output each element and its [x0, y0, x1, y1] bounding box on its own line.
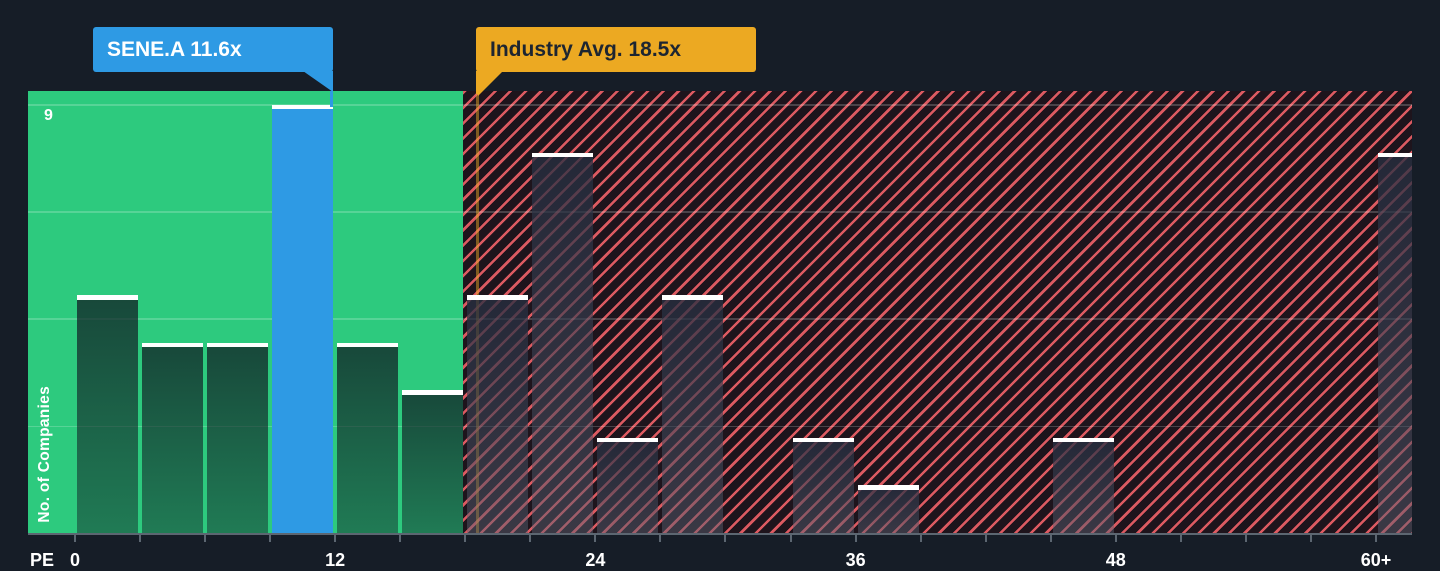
gridline-6.75 — [28, 211, 1412, 213]
bar-top-cap — [1052, 437, 1114, 443]
x-tick-51 — [1179, 535, 1182, 542]
x-tick-3 — [139, 535, 142, 542]
gridline-9 — [28, 104, 1412, 106]
bar-pe-45-48[interactable] — [1052, 437, 1114, 533]
x-tick-6 — [204, 535, 207, 542]
bar-pe-9-12[interactable] — [272, 104, 334, 533]
bar-pe-3-6[interactable] — [142, 342, 204, 533]
bar-top-cap — [402, 390, 464, 395]
overvalued-hatched-zone — [463, 91, 1412, 533]
bar-top-cap — [337, 342, 399, 348]
company-callout-tail — [303, 71, 333, 92]
x-axis-label-24: 24 — [585, 550, 606, 570]
bar-top-cap — [272, 104, 334, 110]
bar-top-cap — [77, 295, 139, 300]
bar-pe-21-24[interactable] — [532, 152, 594, 533]
x-axis-line — [28, 533, 1412, 535]
x-tick-42 — [984, 535, 987, 542]
x-tick-24 — [594, 535, 597, 542]
x-tick-60 — [1374, 535, 1377, 542]
x-tick-15 — [399, 535, 402, 542]
industry-line-top-segment — [476, 71, 479, 94]
x-tick-54 — [1244, 535, 1247, 542]
bar-top-cap — [1377, 152, 1412, 158]
industry-average-callout[interactable]: Industry Avg. 18.5x — [476, 27, 756, 72]
company-callout-connector — [330, 91, 333, 107]
bar-pe-60-plus[interactable] — [1377, 152, 1412, 533]
bar-pe-0-3[interactable] — [77, 295, 139, 533]
bar-pe-27-30[interactable] — [662, 295, 724, 533]
y-axis-title: No. of Companies — [36, 386, 53, 523]
x-axis-title: PE — [30, 550, 55, 570]
x-axis-label-60+: 60+ — [1360, 550, 1392, 570]
x-tick-18 — [464, 535, 467, 542]
x-tick-33 — [789, 535, 792, 542]
x-tick-48 — [1114, 535, 1117, 542]
x-axis-label-48: 48 — [1105, 550, 1126, 570]
bar-top-cap — [662, 295, 724, 300]
x-tick-45 — [1049, 535, 1052, 542]
x-tick-39 — [919, 535, 922, 542]
plot-area: 9 No. of Companies — [28, 91, 1412, 533]
bar-pe-6-9[interactable] — [207, 342, 269, 533]
bar-top-cap — [532, 152, 594, 158]
x-tick-57 — [1309, 535, 1312, 542]
bar-top-cap — [792, 437, 854, 443]
x-tick-9 — [269, 535, 272, 542]
x-tick-21 — [529, 535, 532, 542]
bar-pe-36-39[interactable] — [857, 485, 919, 533]
x-tick-30 — [724, 535, 727, 542]
bar-top-cap — [142, 342, 204, 348]
bar-pe-24-27[interactable] — [597, 437, 659, 533]
x-tick-0 — [74, 535, 76, 542]
x-axis-label-0: 0 — [69, 550, 81, 570]
bar-top-cap — [857, 485, 919, 490]
bar-top-cap — [597, 437, 659, 443]
x-tick-12 — [334, 535, 337, 542]
bar-pe-15-18[interactable] — [402, 390, 464, 533]
x-axis-label-36: 36 — [845, 550, 866, 570]
x-tick-27 — [659, 535, 662, 542]
x-tick-36 — [854, 535, 857, 542]
bar-pe-33-36[interactable] — [792, 437, 854, 533]
x-axis-label-12: 12 — [325, 550, 346, 570]
y-axis-max-label: 9 — [44, 107, 53, 124]
bar-top-cap — [207, 342, 269, 348]
bar-pe-18-21[interactable] — [467, 295, 529, 533]
bar-top-cap — [467, 295, 529, 300]
bar-pe-12-15[interactable] — [337, 342, 399, 533]
industry-callout-tail — [478, 71, 503, 96]
company-callout[interactable]: SENE.A 11.6x — [93, 27, 333, 72]
